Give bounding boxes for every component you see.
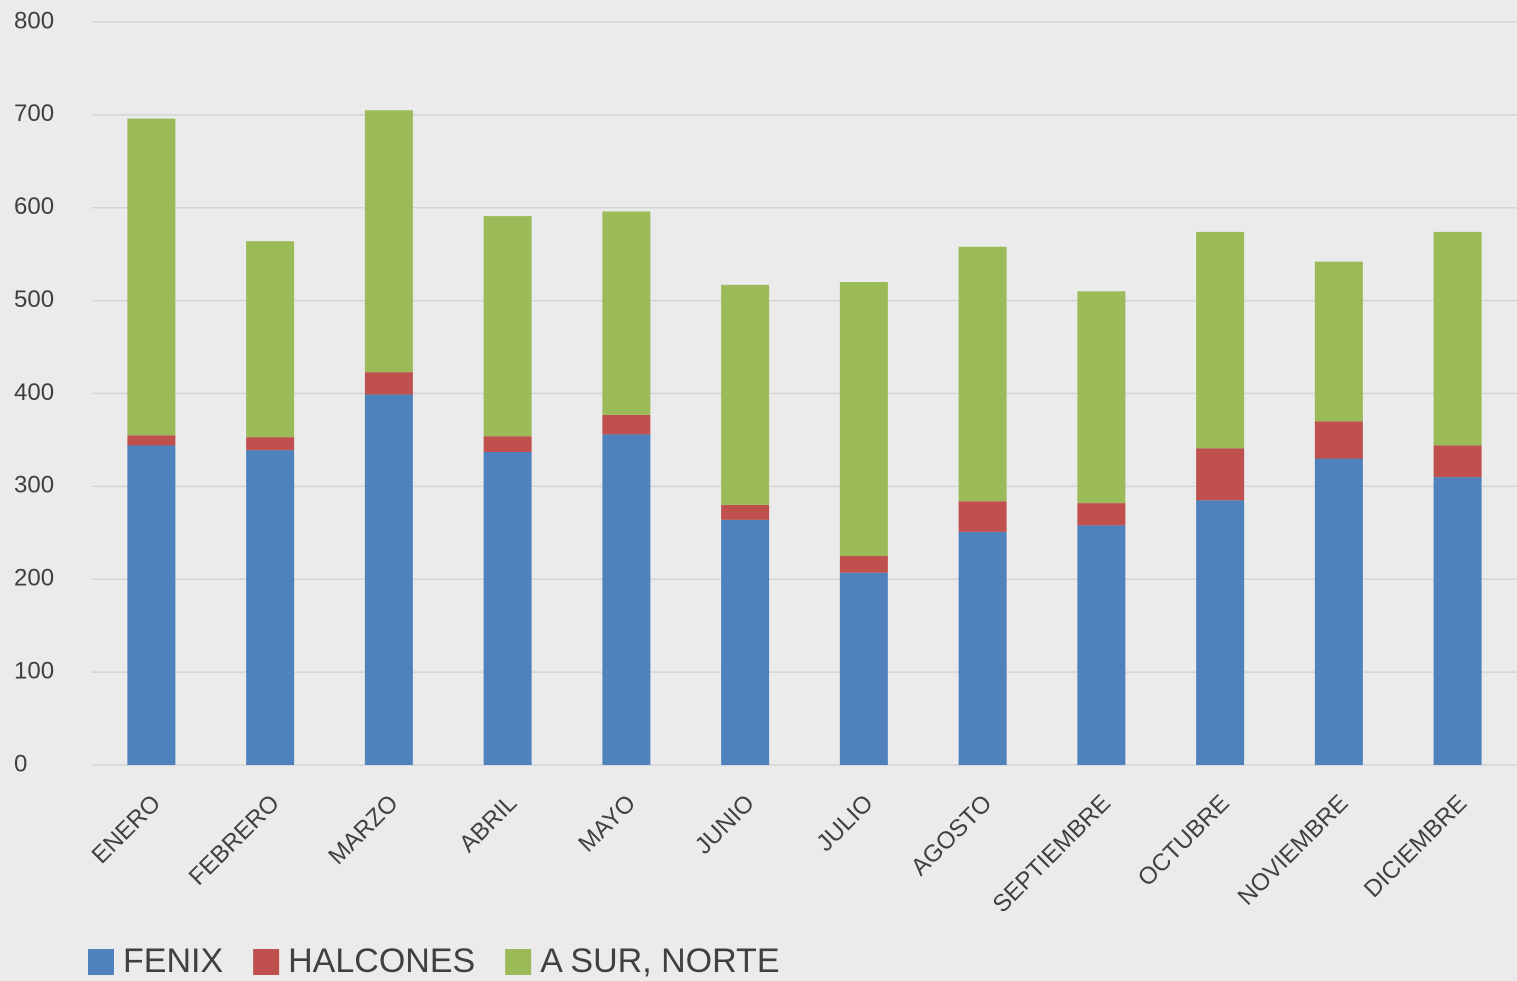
bar-segment bbox=[127, 118, 176, 436]
bar-segment bbox=[1196, 448, 1245, 501]
bar-segment bbox=[1433, 445, 1482, 478]
x-tick-label: NOVIEMBRE bbox=[1233, 790, 1354, 911]
legend-label: FENIX bbox=[123, 942, 223, 980]
bar-segment bbox=[364, 394, 413, 765]
bar-segment bbox=[958, 531, 1007, 765]
bar-segment bbox=[602, 211, 651, 415]
bar-segment bbox=[1314, 261, 1363, 422]
bar-segment bbox=[364, 372, 413, 395]
bar-segment bbox=[127, 445, 176, 765]
legend-swatch bbox=[253, 949, 280, 975]
bar-segment bbox=[1077, 291, 1126, 504]
x-tick-label: ENERO bbox=[87, 790, 166, 869]
bar-segment bbox=[1196, 500, 1245, 765]
bar-segment bbox=[483, 452, 532, 765]
bar-segment bbox=[839, 556, 888, 573]
bar-segment bbox=[839, 572, 888, 765]
bar-segment bbox=[483, 216, 532, 437]
x-tick-label: DICIEMBRE bbox=[1359, 790, 1472, 903]
bar-segment bbox=[958, 501, 1007, 532]
bar-segment bbox=[364, 110, 413, 373]
bar-segment bbox=[721, 504, 770, 520]
x-tick-label: JUNIO bbox=[690, 790, 760, 860]
bar-segment bbox=[602, 434, 651, 765]
bar-segment bbox=[246, 437, 295, 451]
bar-segment bbox=[1314, 421, 1363, 459]
bar-segment bbox=[958, 246, 1007, 502]
legend-label: A SUR, NORTE bbox=[540, 942, 779, 980]
bar-segment bbox=[1077, 525, 1126, 765]
x-tick-label: MARZO bbox=[323, 790, 403, 870]
legend-label: HALCONES bbox=[288, 942, 475, 980]
bar-segment bbox=[483, 436, 532, 453]
y-tick-label: 600 bbox=[14, 193, 54, 220]
y-tick-label: 500 bbox=[14, 286, 54, 313]
bar-segment bbox=[839, 282, 888, 557]
x-tick-label: SEPTIEMBRE bbox=[988, 790, 1116, 918]
legend-swatch bbox=[505, 949, 532, 975]
y-tick-label: 100 bbox=[14, 657, 54, 684]
y-tick-label: 300 bbox=[14, 472, 54, 499]
bar-segment bbox=[1077, 503, 1126, 526]
y-tick-label: 0 bbox=[14, 750, 27, 777]
bar-segment bbox=[127, 435, 176, 446]
bar-segment bbox=[1433, 231, 1482, 446]
y-tick-label: 400 bbox=[14, 379, 54, 406]
y-tick-label: 800 bbox=[14, 7, 54, 34]
legend-swatch bbox=[88, 949, 114, 975]
bar-segment bbox=[602, 414, 651, 435]
x-tick-label: FEBRERO bbox=[184, 790, 285, 891]
bar-segment bbox=[721, 519, 770, 765]
bar-segment bbox=[721, 284, 770, 505]
x-tick-label: AGOSTO bbox=[906, 790, 997, 881]
y-tick-label: 700 bbox=[14, 100, 54, 127]
x-tick-label: MAYO bbox=[573, 790, 641, 858]
bar-segment bbox=[246, 450, 295, 765]
x-tick-label: ABRIL bbox=[454, 790, 522, 858]
bar-segment bbox=[1196, 231, 1245, 449]
x-tick-label: OCTUBRE bbox=[1133, 790, 1235, 892]
x-tick-label: JULIO bbox=[811, 790, 878, 857]
bar-segment bbox=[1433, 477, 1482, 765]
y-tick-label: 200 bbox=[14, 565, 54, 592]
bar-segment bbox=[1314, 458, 1363, 765]
bar-segment bbox=[246, 241, 295, 438]
